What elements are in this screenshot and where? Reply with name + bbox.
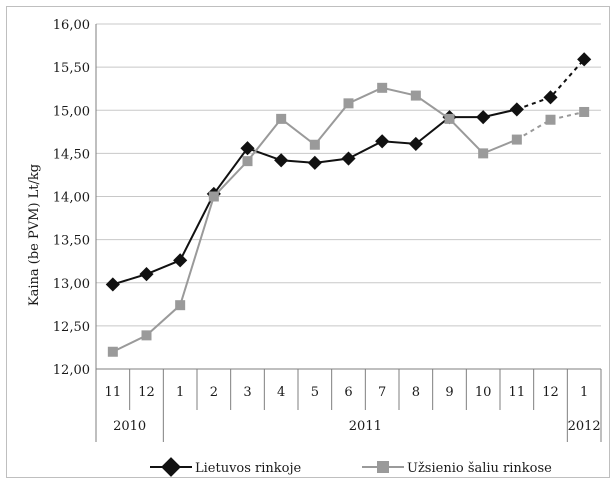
data-point xyxy=(242,156,253,167)
data-point xyxy=(543,90,558,105)
legend-marker-uzsienio xyxy=(377,461,389,473)
data-point xyxy=(545,114,556,125)
y-tick-label: 12,50 xyxy=(53,320,90,335)
legend-marker-lietuvos xyxy=(161,457,181,477)
data-point xyxy=(107,346,118,357)
y-tick-label: 13,50 xyxy=(53,234,90,249)
gridlines xyxy=(96,23,601,327)
x-tick-label: 4 xyxy=(277,385,285,400)
data-point xyxy=(309,139,320,150)
y-tick-label: 14,50 xyxy=(53,147,90,162)
axes: 12,00 12,50 13,00 13,50 14,00 14,50 15,00 15,50… xyxy=(53,18,602,442)
y-tick-label: 16,00 xyxy=(53,18,90,33)
x-tick-label: 1 xyxy=(176,385,184,400)
data-point xyxy=(307,155,322,170)
data-point xyxy=(105,277,120,292)
x-tick-label: 9 xyxy=(445,385,453,400)
y-tick-label: 14,00 xyxy=(53,191,90,206)
data-point xyxy=(476,110,491,125)
legend-label-uzsienio: Užsienio šaliu rinkose xyxy=(407,461,552,476)
x-tick-label: 1 xyxy=(580,385,588,400)
data-point xyxy=(175,300,186,311)
data-point xyxy=(141,330,152,341)
x-tick-label: 2 xyxy=(210,385,218,400)
year-group-label: 2012 xyxy=(568,419,601,434)
data-point xyxy=(444,113,455,124)
series xyxy=(105,52,592,357)
data-point xyxy=(139,267,154,282)
y-tick-label: 15,50 xyxy=(53,61,90,76)
data-point xyxy=(408,136,423,151)
data-point xyxy=(577,52,592,67)
x-tick-label: 12 xyxy=(542,385,559,400)
data-point xyxy=(343,98,354,109)
data-point xyxy=(410,90,421,101)
data-point xyxy=(276,113,287,124)
x-tick-label: 6 xyxy=(344,385,352,400)
x-tick-label: 12 xyxy=(138,385,155,400)
y-tick-label: 15,00 xyxy=(53,104,90,119)
x-tick-label: 8 xyxy=(412,385,420,400)
data-point xyxy=(208,191,219,202)
y-axis-title: Kaina (be PVM) Lt/kg xyxy=(27,164,42,306)
data-point xyxy=(579,106,590,117)
data-point xyxy=(478,148,489,159)
data-point xyxy=(173,253,188,268)
chart-frame xyxy=(6,6,610,478)
x-tick-label: 10 xyxy=(475,385,492,400)
x-tick-label: 11 xyxy=(509,385,526,400)
data-point xyxy=(509,102,524,117)
series-line-solid xyxy=(112,86,518,353)
x-tick-label: 11 xyxy=(105,385,122,400)
year-group-label: 2010 xyxy=(113,419,146,434)
x-tick-label: 7 xyxy=(378,385,386,400)
legend: Lietuvos rinkoje Užsienio šaliu rinkose xyxy=(150,457,552,477)
data-point xyxy=(240,141,255,156)
data-point xyxy=(341,151,356,166)
legend-label-lietuvos: Lietuvos rinkoje xyxy=(195,461,302,476)
data-point xyxy=(377,82,388,93)
x-tick-label: 5 xyxy=(311,385,319,400)
data-point xyxy=(511,134,522,145)
y-tick-label: 12,00 xyxy=(53,363,90,378)
data-point xyxy=(375,134,390,149)
year-group-label: 2011 xyxy=(349,419,382,434)
y-tick-label: 13,00 xyxy=(53,277,90,292)
x-tick-label: 3 xyxy=(243,385,251,400)
data-point xyxy=(274,153,289,168)
